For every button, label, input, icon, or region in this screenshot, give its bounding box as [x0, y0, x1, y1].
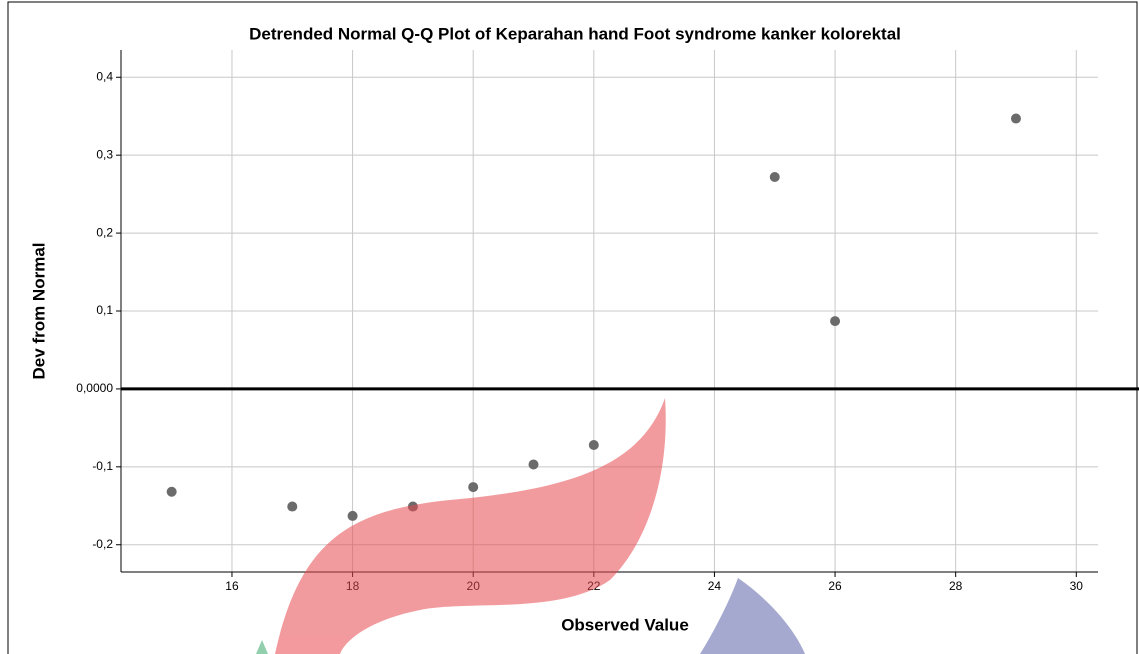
point [588, 440, 599, 451]
point [769, 171, 780, 182]
y-tick-label: 0,0000 [76, 381, 113, 395]
y-tick-label: 0,1 [96, 303, 113, 317]
watermark [256, 398, 805, 654]
x-tick-label: 30 [1070, 579, 1084, 593]
chart-title: Detrended Normal Q-Q Plot of Keparahan h… [249, 24, 901, 43]
point [830, 316, 841, 327]
point [287, 501, 298, 512]
x-axis-label: Observed Value [561, 615, 689, 634]
point [468, 482, 479, 493]
x-tick-label: 28 [949, 579, 963, 593]
plot-area: 16182022242628300,40,30,20,10,0000-0,1-0… [76, 50, 1139, 593]
x-tick-label: 24 [708, 579, 722, 593]
y-axis-label: Dev from Normal [29, 243, 48, 380]
x-tick-label: 26 [828, 579, 842, 593]
y-tick-label: 0,3 [96, 147, 113, 161]
point [166, 486, 177, 497]
point [528, 459, 539, 470]
watermark-leaf [256, 640, 268, 654]
y-tick-label: 0,2 [96, 225, 113, 239]
watermark-blade [700, 578, 805, 654]
y-tick-label: -0,2 [92, 537, 113, 551]
point [1010, 113, 1021, 124]
y-tick-label: 0,4 [96, 69, 113, 83]
point [347, 510, 358, 521]
y-tick-label: -0,1 [92, 459, 113, 473]
watermark-swoosh [275, 398, 666, 654]
x-tick-label: 16 [225, 579, 239, 593]
